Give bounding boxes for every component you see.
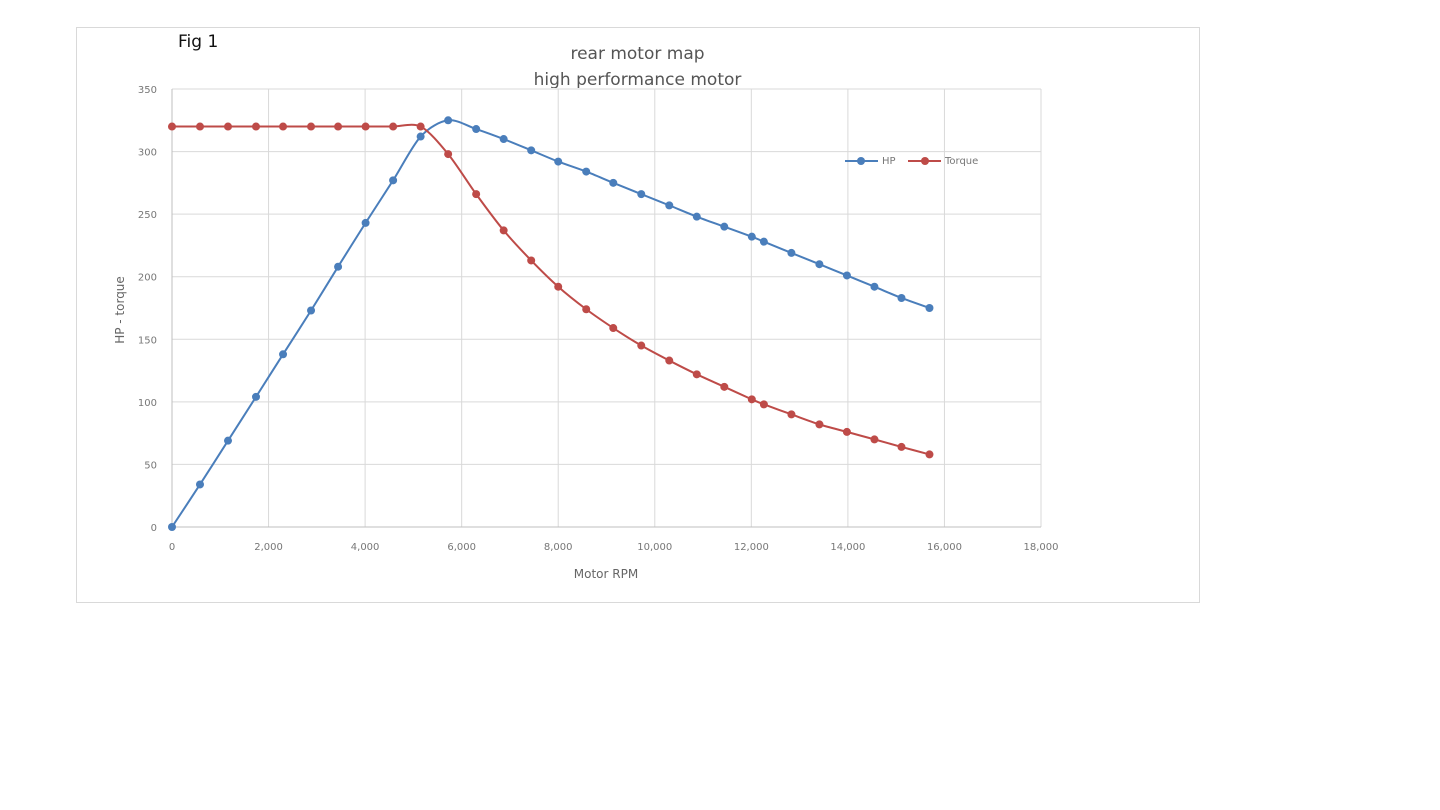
data-point-marker [692, 212, 701, 221]
data-point-marker [720, 382, 729, 391]
chart-title-line2: high performance motor [533, 70, 742, 88]
y-tick-label: 300 [138, 148, 157, 159]
data-point-marker [787, 410, 796, 419]
data-point-marker [759, 237, 768, 246]
data-point-marker [815, 420, 824, 429]
y-tick-label: 250 [138, 210, 157, 221]
chart-title-line1: rear motor map [570, 44, 705, 64]
legend: HP Torque [845, 156, 978, 167]
data-point-marker [842, 271, 851, 280]
data-point-marker [361, 122, 370, 131]
data-point-marker [168, 122, 176, 131]
data-point-marker [747, 395, 756, 404]
data-point-marker [472, 190, 481, 199]
data-point-marker [637, 190, 646, 199]
data-point-marker [416, 122, 425, 131]
data-point-marker [897, 293, 906, 302]
data-point-marker [925, 450, 934, 459]
data-point-marker [637, 341, 646, 350]
x-tick-label: 4,000 [351, 542, 380, 553]
data-point-marker [389, 176, 398, 185]
data-point-marker [527, 146, 536, 155]
data-point-marker [787, 248, 796, 257]
data-point-marker [444, 116, 453, 125]
data-point-marker [279, 122, 288, 131]
data-point-marker [815, 260, 824, 269]
data-point-marker [168, 523, 176, 531]
data-point-marker [307, 306, 316, 315]
y-tick-label: 150 [138, 335, 157, 346]
x-tick-label: 2,000 [254, 542, 283, 553]
data-point-marker [692, 370, 701, 379]
data-point-marker [499, 226, 508, 235]
data-point-marker [747, 232, 756, 241]
series-line [172, 123, 930, 456]
data-point-marker [897, 442, 906, 451]
x-tick-label: 14,000 [830, 542, 865, 553]
data-point-marker [361, 218, 370, 227]
data-point-marker [196, 480, 205, 489]
x-tick-label: 6,000 [447, 542, 476, 553]
data-point-marker [499, 135, 508, 144]
data-point-marker [416, 132, 425, 141]
data-point-marker [224, 436, 233, 445]
data-point-marker [444, 150, 453, 159]
data-point-marker [554, 157, 563, 166]
data-point-marker [334, 262, 343, 271]
y-tick-label: 100 [138, 398, 157, 409]
x-tick-label: 8,000 [544, 542, 573, 553]
data-point-marker [925, 304, 934, 312]
data-point-marker [582, 167, 591, 176]
y-tick-label: 0 [151, 523, 157, 534]
data-point-marker [609, 324, 618, 333]
data-point-marker [665, 356, 674, 365]
legend-torque-marker-icon [921, 157, 929, 165]
x-tick-label: 10,000 [637, 542, 672, 553]
data-point-marker [582, 305, 591, 314]
data-point-marker [307, 122, 316, 131]
chart-frame [76, 27, 1200, 603]
legend-hp-label: HP [882, 156, 896, 167]
legend-hp-marker-icon [857, 157, 865, 165]
figure-label: Fig 1 [178, 32, 219, 52]
data-point-marker [252, 392, 261, 401]
axis-ticks: 0 50 100 150 200 250 300 350 0 2,000 4,000 6,000 8,0… [138, 85, 1059, 553]
data-point-marker [665, 201, 674, 210]
data-point-marker [252, 122, 261, 131]
y-tick-label: 350 [138, 85, 157, 96]
data-point-marker [472, 125, 481, 134]
data-point-marker [870, 282, 879, 291]
series-line [171, 119, 930, 528]
y-tick-label: 200 [138, 273, 157, 284]
y-tick-label: 50 [144, 460, 157, 471]
data-point-marker [720, 222, 729, 231]
data-point-marker [609, 178, 618, 187]
series-torque [168, 122, 934, 459]
data-point-marker [279, 350, 288, 359]
x-tick-label: 18,000 [1024, 542, 1059, 553]
data-point-marker [527, 256, 536, 265]
data-point-marker [334, 122, 343, 131]
x-axis-title: Motor RPM [574, 567, 638, 581]
y-axis-title: HP - torque [113, 276, 127, 344]
data-series [168, 116, 934, 531]
x-tick-label: 16,000 [927, 542, 962, 553]
x-tick-label: 0 [169, 542, 175, 553]
data-point-marker [196, 122, 205, 131]
data-point-marker [870, 435, 879, 444]
gridlines [171, 88, 1042, 528]
data-point-marker [759, 400, 768, 409]
data-point-marker [224, 122, 233, 131]
data-point-marker [389, 122, 398, 131]
data-point-marker [842, 427, 851, 436]
series-hp [168, 116, 934, 531]
data-point-marker [554, 282, 563, 291]
x-tick-label: 12,000 [734, 542, 769, 553]
legend-torque-label: Torque [944, 156, 978, 167]
